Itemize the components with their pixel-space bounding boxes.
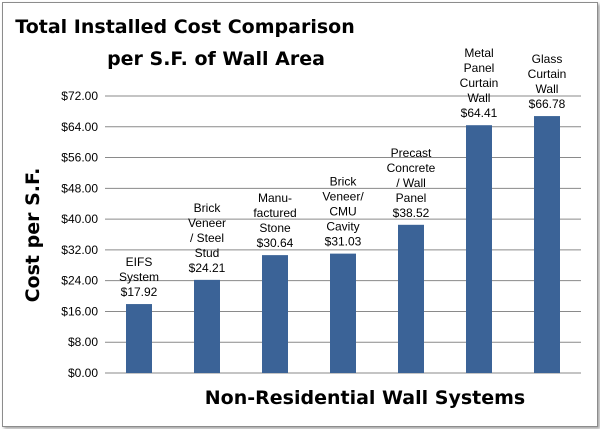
- chart-title: Total Installed Cost Comparison per S.F. …: [15, 16, 354, 70]
- data-label-line: Brick: [330, 175, 358, 189]
- data-label-line: Veneer/: [322, 190, 364, 204]
- data-label-line: System: [119, 270, 159, 284]
- bar-chart: Total Installed Cost Comparison per S.F. …: [15, 16, 581, 409]
- chart-title-line: per S.F. of Wall Area: [107, 48, 325, 70]
- bar: [534, 116, 560, 374]
- bar: [262, 255, 288, 373]
- data-label-line: Brick: [194, 201, 222, 215]
- gridlines: [105, 95, 581, 374]
- data-label-line: Panel: [464, 61, 495, 75]
- bar: [126, 304, 152, 373]
- data-label-line: / Steel: [190, 231, 224, 245]
- data-label-line: Glass: [532, 52, 563, 66]
- data-label-line: Curtain: [460, 76, 499, 90]
- y-tick-label: $0.00: [68, 366, 98, 380]
- y-tick-label: $64.00: [61, 120, 98, 134]
- data-label-line: Veneer: [188, 216, 226, 230]
- bars: [126, 116, 560, 374]
- data-label-line: $24.21: [189, 261, 226, 275]
- y-tick-label: $56.00: [61, 151, 98, 165]
- data-label-line: factured: [253, 206, 296, 220]
- y-tick-label: $16.00: [61, 304, 98, 318]
- x-axis-label: Non-Residential Wall Systems: [205, 387, 525, 409]
- bar: [466, 125, 492, 374]
- data-label-line: EIFS: [126, 255, 153, 269]
- data-label-line: Cavity: [326, 220, 359, 234]
- data-label-line: $38.52: [393, 206, 430, 220]
- data-label-line: Wall: [468, 91, 491, 105]
- data-label-line: Stud: [195, 246, 220, 260]
- y-tick-label: $40.00: [61, 212, 98, 226]
- y-tick-label: $48.00: [61, 181, 98, 195]
- data-label-line: CMU: [329, 205, 356, 219]
- bar: [330, 253, 356, 373]
- y-tick-label: $72.00: [61, 89, 98, 103]
- data-label-line: $17.92: [121, 285, 158, 299]
- chart-title-line: Total Installed Cost Comparison: [15, 16, 354, 38]
- data-label-line: Metal: [464, 46, 493, 60]
- y-tick-label: $8.00: [68, 335, 98, 349]
- data-label-line: $66.78: [529, 97, 566, 111]
- y-axis-label: Cost per S.F.: [22, 168, 44, 303]
- bar: [398, 224, 424, 373]
- data-label-line: $64.41: [461, 106, 498, 120]
- bar: [194, 279, 220, 373]
- data-label-line: / Wall: [396, 176, 426, 190]
- data-label-line: Panel: [396, 191, 427, 205]
- data-label-line: Manu-: [258, 191, 292, 205]
- y-axis-ticks: $0.00 $8.00 $16.00 $24.00 $32.00 $40.00 $48.00…: [61, 89, 98, 380]
- data-label-line: Concrete: [387, 161, 436, 175]
- y-tick-label: $32.00: [61, 243, 98, 257]
- data-label-line: $30.64: [257, 236, 294, 250]
- data-label-line: Curtain: [528, 67, 567, 81]
- data-label-line: Stone: [259, 221, 291, 235]
- y-tick-label: $24.00: [61, 274, 98, 288]
- data-label-line: Wall: [536, 82, 559, 96]
- data-label-line: $31.03: [325, 235, 362, 249]
- data-label-line: Precast: [391, 146, 432, 160]
